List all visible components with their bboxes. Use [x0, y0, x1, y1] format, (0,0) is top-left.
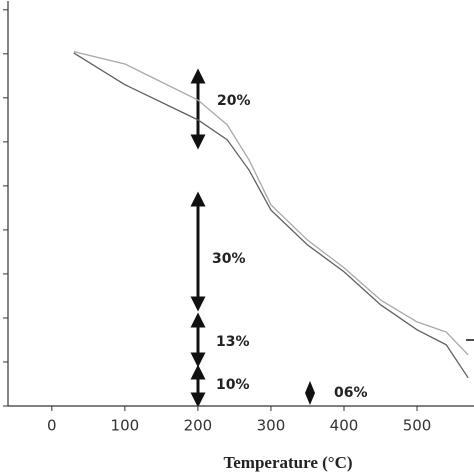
arrow — [305, 381, 315, 405]
x-tick-label: 200 — [184, 417, 213, 435]
x-tick-label: 400 — [330, 417, 359, 435]
x-tick-label: 100 — [111, 417, 140, 435]
x-axis-label: Temperature (°C) — [223, 453, 352, 472]
annotation: 10% — [216, 377, 250, 393]
data-line — [73, 52, 469, 379]
x-tick-label: 300 — [257, 417, 286, 435]
annotation: 13% — [216, 334, 250, 350]
annotation: 20% — [217, 93, 251, 109]
x-tick-label: 0 — [47, 417, 57, 435]
annotation: 06% — [334, 385, 368, 401]
x-tick-label: 500 — [403, 417, 432, 435]
data-line — [73, 50, 469, 356]
annotation: 30% — [212, 251, 246, 267]
